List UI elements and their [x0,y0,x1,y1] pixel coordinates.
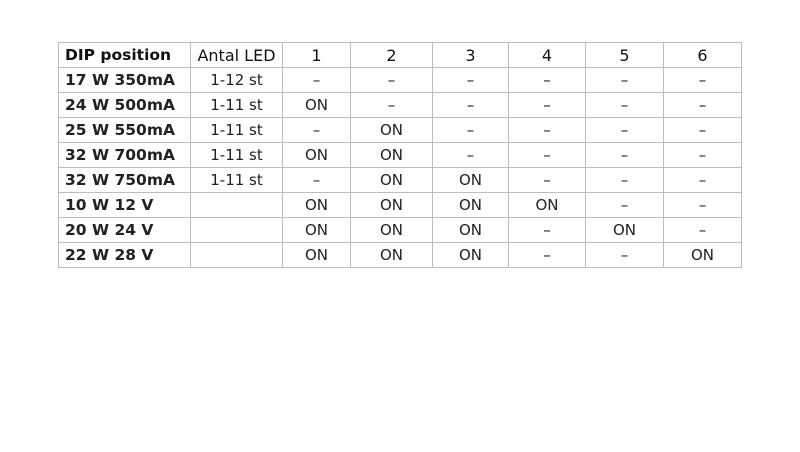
cell-switch-1: ON [282,242,351,268]
cell-dip-position: 32 W 750mA [58,167,191,193]
table-row: 10 W 12 V ON ON ON ON – – [58,192,742,218]
cell-dip-position: 20 W 24 V [58,217,191,243]
cell-switch-3: ON [432,217,509,243]
header-antal-led: Antal LED [190,42,283,68]
cell-switch-2: ON [350,242,433,268]
cell-antal-led [190,192,283,218]
cell-switch-6: – [663,192,742,218]
cell-switch-2: ON [350,167,433,193]
cell-switch-6: ON [663,242,742,268]
cell-switch-4: – [508,217,586,243]
cell-switch-1: ON [282,192,351,218]
header-switch-3: 3 [432,42,509,68]
cell-switch-1: – [282,117,351,143]
cell-switch-3: – [432,92,509,118]
cell-dip-position: 17 W 350mA [58,67,191,93]
header-row: DIP position Antal LED 1 2 3 4 5 6 [58,42,742,68]
cell-switch-5: ON [585,217,664,243]
header-switch-2: 2 [350,42,433,68]
dip-switch-table: DIP position Antal LED 1 2 3 4 5 6 17 W … [58,42,742,268]
cell-switch-4: – [508,117,586,143]
cell-dip-position: 24 W 500mA [58,92,191,118]
cell-antal-led: 1-12 st [190,67,283,93]
header-switch-4: 4 [508,42,586,68]
cell-switch-2: – [350,92,433,118]
cell-switch-1: ON [282,217,351,243]
table-row: 32 W 750mA 1-11 st – ON ON – – – [58,167,742,193]
cell-switch-4: – [508,92,586,118]
cell-switch-1: – [282,167,351,193]
cell-switch-3: – [432,117,509,143]
table-row: 32 W 700mA 1-11 st ON ON – – – – [58,142,742,168]
cell-antal-led: 1-11 st [190,117,283,143]
cell-switch-4: – [508,142,586,168]
cell-switch-4: – [508,167,586,193]
cell-switch-1: ON [282,92,351,118]
cell-switch-2: ON [350,217,433,243]
cell-switch-6: – [663,92,742,118]
cell-switch-3: – [432,142,509,168]
cell-switch-3: ON [432,167,509,193]
cell-switch-6: – [663,167,742,193]
table-row: 22 W 28 V ON ON ON – – ON [58,242,742,268]
cell-switch-1: – [282,67,351,93]
cell-switch-4: ON [508,192,586,218]
cell-switch-2: ON [350,192,433,218]
header-switch-5: 5 [585,42,664,68]
cell-switch-5: – [585,117,664,143]
header-dip-position: DIP position [58,42,191,68]
cell-switch-5: – [585,142,664,168]
cell-dip-position: 32 W 700mA [58,142,191,168]
cell-switch-2: – [350,67,433,93]
cell-dip-position: 25 W 550mA [58,117,191,143]
cell-switch-2: ON [350,142,433,168]
cell-switch-6: – [663,117,742,143]
cell-switch-5: – [585,242,664,268]
cell-switch-5: – [585,167,664,193]
cell-antal-led: 1-11 st [190,167,283,193]
cell-antal-led [190,217,283,243]
table-row: 25 W 550mA 1-11 st – ON – – – – [58,117,742,143]
table-row: 20 W 24 V ON ON ON – ON – [58,217,742,243]
cell-switch-5: – [585,192,664,218]
cell-antal-led [190,242,283,268]
cell-switch-6: – [663,142,742,168]
cell-switch-2: ON [350,117,433,143]
header-switch-1: 1 [282,42,351,68]
cell-switch-4: – [508,67,586,93]
cell-switch-6: – [663,67,742,93]
cell-dip-position: 22 W 28 V [58,242,191,268]
cell-switch-1: ON [282,142,351,168]
cell-switch-3: – [432,67,509,93]
cell-switch-3: ON [432,192,509,218]
cell-antal-led: 1-11 st [190,92,283,118]
cell-dip-position: 10 W 12 V [58,192,191,218]
cell-switch-5: – [585,92,664,118]
cell-switch-3: ON [432,242,509,268]
cell-antal-led: 1-11 st [190,142,283,168]
cell-switch-6: – [663,217,742,243]
cell-switch-5: – [585,67,664,93]
cell-switch-4: – [508,242,586,268]
header-switch-6: 6 [663,42,742,68]
table-row: 17 W 350mA 1-12 st – – – – – – [58,67,742,93]
table-row: 24 W 500mA 1-11 st ON – – – – – [58,92,742,118]
